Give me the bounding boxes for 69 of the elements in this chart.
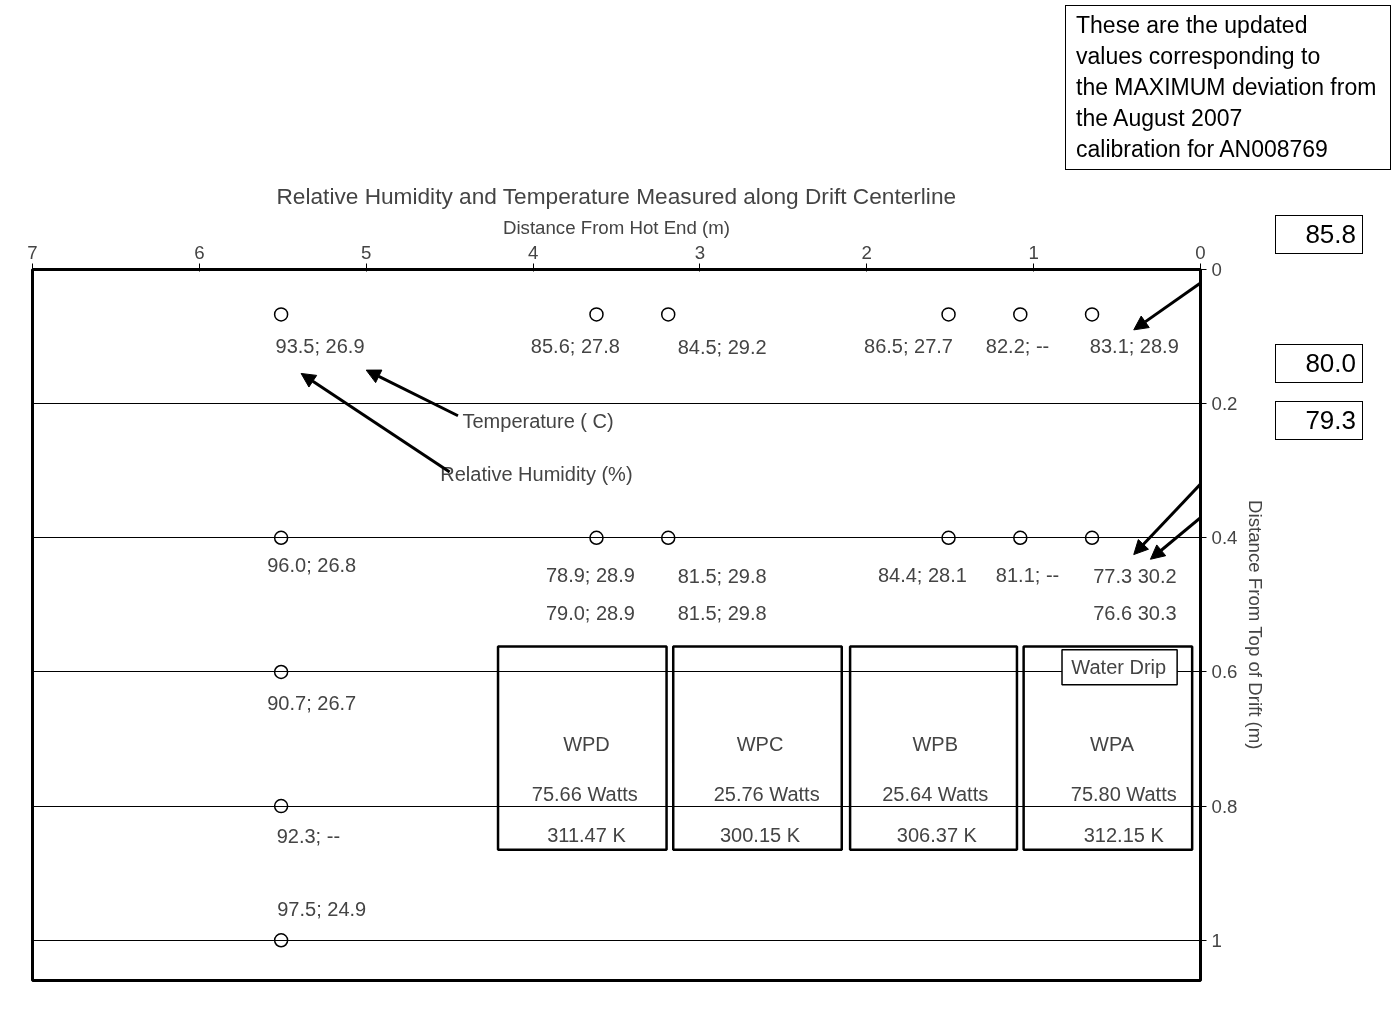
annotation: 76.6 30.3 [1093,601,1177,624]
x-tick-label: 1 [1028,241,1039,263]
y-axis-title: Distance From Top of Drift (m) [1245,500,1267,750]
annotation: Water Drip [1071,655,1167,678]
annotation: 306.37 K [896,823,978,846]
y-tick-label: 0.2 [1211,393,1238,415]
annotation: 85.6; 27.8 [530,334,620,357]
annotation: Relative Humidity (%) [440,463,633,486]
point [589,530,604,546]
text: 80.0 [1305,347,1356,381]
y-tick-label: 1 [1211,929,1222,951]
x-tick-label: 0 [1195,241,1206,263]
annotation: 84.4; 28.1 [877,563,967,586]
annotation: 86.5; 27.7 [864,334,953,357]
x-tick-label: 2 [861,241,872,263]
annotation: 25.76 Watts [713,783,820,806]
annotation: WPC [736,733,784,756]
point [589,307,604,322]
point [273,307,289,322]
annotation: 81.5; 29.8 [677,601,767,624]
annotation: 90.7; 26.7 [267,692,357,715]
annotation: 83.1; 28.9 [1089,334,1179,357]
y-tick-label: 0.4 [1211,527,1238,549]
annotation: 82.2; -- [985,334,1050,357]
text: These are the updated values corresponding to the MAXIMUM deviation from the August 2007 calibration for AN008769 [1076,11,1377,164]
text: 85.8 [1305,218,1356,251]
annotation: 92.3; -- [276,825,341,848]
annotation: 312.15 K [1083,823,1165,846]
y-tick-label: 0 [1211,259,1222,280]
point [941,307,956,322]
annotation: 84.5; 29.2 [677,336,767,359]
annotation: WPA [1090,733,1135,756]
annotation: 75.66 Watts [531,783,638,806]
annotation: 81.5; 29.8 [677,565,767,588]
annotation: 97.5; 24.9 [277,897,367,920]
point [273,530,289,546]
x-tick-label: 6 [194,241,205,263]
annotation: 79.0; 28.9 [545,601,635,624]
annotation: 25.64 Watts [882,783,989,806]
point [273,664,289,680]
y-tick-label: 0.6 [1211,661,1238,683]
point [941,530,956,546]
point [660,530,676,546]
point [660,307,676,322]
x-tick-label: 4 [527,241,539,263]
annotation: Temperature ( C) [462,410,614,433]
annotation: WPB [912,733,958,756]
point [1084,530,1100,546]
text: 79.3 [1305,404,1356,438]
annotation: WPD [563,733,610,756]
y-tick-label: 0.8 [1211,795,1238,817]
annotation: 311.47 K [547,823,627,846]
annotation: 81.1; -- [995,563,1060,586]
point [1013,307,1028,322]
annotation: 75.80 Watts [1070,783,1177,806]
point [1013,530,1028,546]
x-axis-title: Distance From Hot End (m) [502,216,731,238]
annotation: 96.0; 26.8 [267,553,357,576]
x-tick-label: 5 [361,241,372,263]
x-tick-label: 7 [27,241,38,263]
x-tick-label: 3 [694,241,706,263]
annotation: 77.3 30.2 [1093,565,1177,588]
point [1084,307,1100,322]
annotation: 78.9; 28.9 [545,563,635,586]
annotation: 300.15 K [719,823,801,846]
chart-title: Relative Humidity and Temperature Measured along Drift Centerline [276,182,957,209]
point [273,933,289,948]
point [273,798,289,814]
annotation: 93.5; 26.9 [275,334,365,357]
